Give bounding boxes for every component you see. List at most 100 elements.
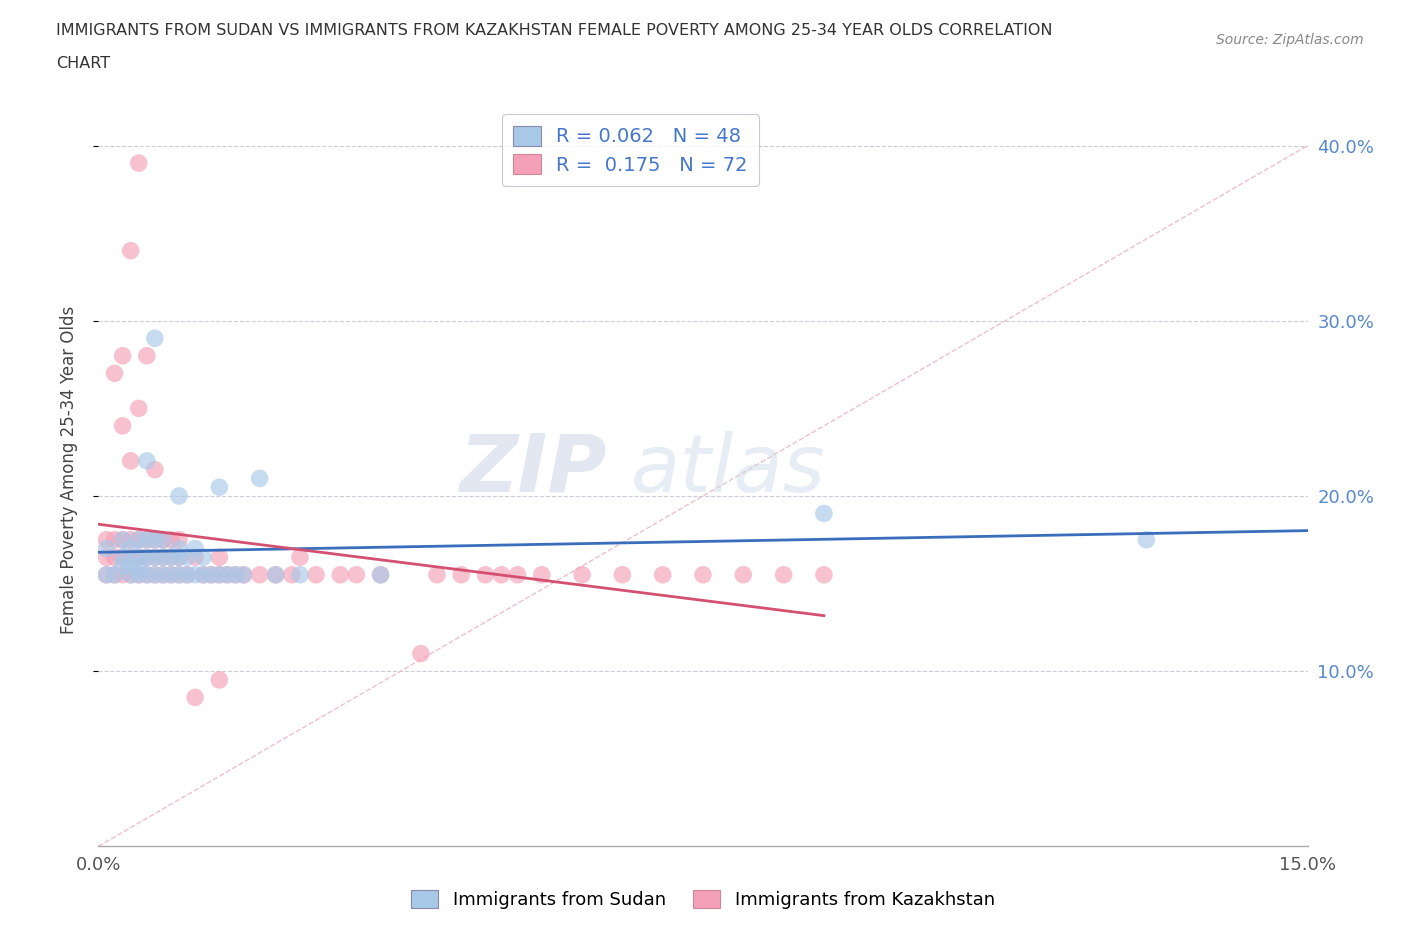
Text: IMMIGRANTS FROM SUDAN VS IMMIGRANTS FROM KAZAKHSTAN FEMALE POVERTY AMONG 25-34 Y: IMMIGRANTS FROM SUDAN VS IMMIGRANTS FROM… <box>56 23 1053 38</box>
Point <box>111 559 134 574</box>
Point <box>160 567 183 582</box>
Point <box>167 550 190 565</box>
Legend: Immigrants from Sudan, Immigrants from Kazakhstan: Immigrants from Sudan, Immigrants from K… <box>404 883 1002 916</box>
Point <box>370 567 392 582</box>
Point <box>474 567 496 582</box>
Point <box>128 532 150 547</box>
Point <box>167 488 190 503</box>
Point <box>96 550 118 565</box>
Point <box>651 567 673 582</box>
Point <box>733 567 755 582</box>
Point <box>128 550 150 565</box>
Point <box>128 532 150 547</box>
Point <box>813 506 835 521</box>
Point <box>176 550 198 565</box>
Point <box>103 567 125 582</box>
Point <box>208 550 231 565</box>
Point <box>167 532 190 547</box>
Point <box>96 567 118 582</box>
Point <box>167 541 190 556</box>
Point <box>264 567 287 582</box>
Point <box>167 567 190 582</box>
Point <box>491 567 513 582</box>
Point <box>143 532 166 547</box>
Point <box>530 567 553 582</box>
Point <box>135 532 157 547</box>
Point <box>232 567 254 582</box>
Point <box>813 567 835 582</box>
Point <box>103 532 125 547</box>
Point <box>288 567 311 582</box>
Point <box>160 550 183 565</box>
Point <box>143 331 166 346</box>
Legend: R = 0.062   N = 48, R =  0.175   N = 72: R = 0.062 N = 48, R = 0.175 N = 72 <box>502 114 759 186</box>
Text: ZIP: ZIP <box>458 431 606 509</box>
Point <box>1135 532 1157 547</box>
Point <box>96 567 118 582</box>
Point <box>249 471 271 485</box>
Point <box>111 550 134 565</box>
Point <box>111 349 134 364</box>
Point <box>772 567 794 582</box>
Point <box>426 567 449 582</box>
Point <box>135 550 157 565</box>
Point <box>692 567 714 582</box>
Point <box>193 550 215 565</box>
Point <box>200 567 222 582</box>
Point <box>184 541 207 556</box>
Point <box>143 532 166 547</box>
Point <box>135 532 157 547</box>
Point <box>167 567 190 582</box>
Point <box>200 567 222 582</box>
Point <box>120 550 142 565</box>
Point <box>409 646 432 661</box>
Point <box>217 567 239 582</box>
Point <box>111 550 134 565</box>
Point <box>103 567 125 582</box>
Point <box>152 532 174 547</box>
Point <box>152 550 174 565</box>
Point <box>264 567 287 582</box>
Point <box>160 567 183 582</box>
Point <box>305 567 328 582</box>
Text: CHART: CHART <box>56 56 110 71</box>
Point <box>193 567 215 582</box>
Point <box>208 567 231 582</box>
Point <box>152 550 174 565</box>
Point <box>288 550 311 565</box>
Point <box>135 349 157 364</box>
Point <box>128 559 150 574</box>
Point <box>184 567 207 582</box>
Text: atlas: atlas <box>630 431 825 509</box>
Point <box>135 567 157 582</box>
Point <box>128 567 150 582</box>
Point <box>128 155 150 170</box>
Point <box>128 550 150 565</box>
Point <box>344 567 367 582</box>
Point <box>135 567 157 582</box>
Point <box>160 550 183 565</box>
Point <box>329 567 352 582</box>
Point <box>184 550 207 565</box>
Point <box>135 550 157 565</box>
Point <box>208 480 231 495</box>
Point <box>143 550 166 565</box>
Point <box>506 567 529 582</box>
Point <box>135 454 157 469</box>
Point <box>111 567 134 582</box>
Point <box>120 567 142 582</box>
Point <box>217 567 239 582</box>
Point <box>224 567 246 582</box>
Point <box>103 365 125 380</box>
Point <box>208 567 231 582</box>
Point <box>152 567 174 582</box>
Point <box>152 532 174 547</box>
Point <box>143 567 166 582</box>
Point <box>120 541 142 556</box>
Point <box>450 567 472 582</box>
Point <box>184 690 207 705</box>
Point <box>111 532 134 547</box>
Point <box>143 567 166 582</box>
Point <box>370 567 392 582</box>
Point <box>160 532 183 547</box>
